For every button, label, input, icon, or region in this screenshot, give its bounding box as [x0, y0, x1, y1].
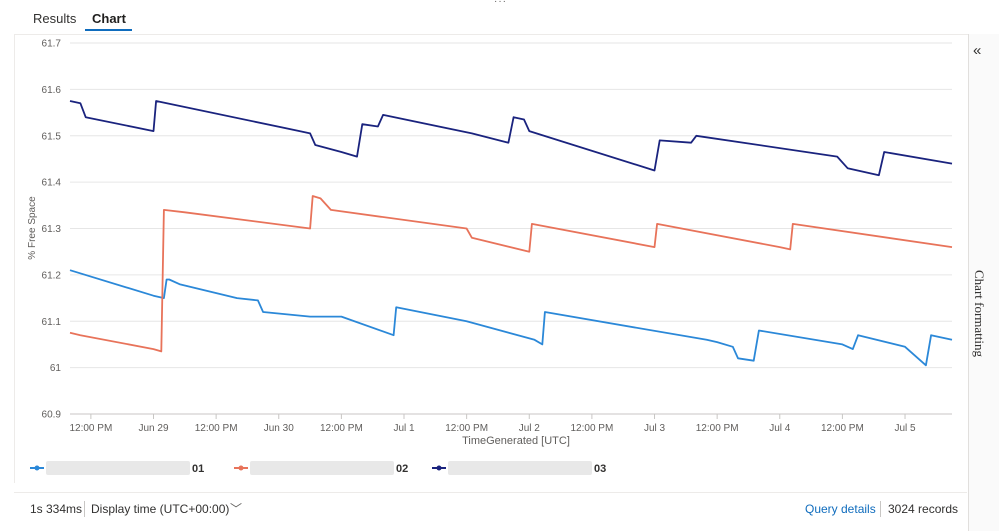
legend-redacted-bar [46, 461, 190, 475]
x-axis-label: TimeGenerated [UTC] [462, 435, 570, 447]
y-tick-label: 61.1 [42, 317, 62, 328]
x-tick-label: Jul 2 [519, 423, 541, 434]
x-tick-label: 12:00 PM [69, 423, 112, 434]
x-tick-label: Jun 29 [138, 423, 168, 434]
x-tick-label: 12:00 PM [320, 423, 363, 434]
divider [880, 501, 881, 517]
legend-label[interactable]: 02 [396, 463, 408, 475]
legend-redacted-bar [448, 461, 592, 475]
legend-label[interactable]: 01 [192, 463, 204, 475]
y-tick-label: 60.9 [42, 410, 62, 421]
x-tick-label: Jul 3 [644, 423, 666, 434]
series-line-03[interactable] [69, 100, 953, 177]
x-axis-ticks: 12:00 PM Jun 29 12:00 PM Jun 30 12:00 PM Jul … [69, 414, 916, 434]
series-line-01[interactable] [69, 269, 953, 367]
tab-chart[interactable]: Chart [92, 11, 126, 26]
chevron-down-icon[interactable]: ﹀ [230, 502, 243, 516]
tab-bar: Results Chart [0, 0, 999, 34]
x-tick-label: Jun 30 [264, 423, 294, 434]
chart-panel [14, 34, 968, 483]
legend-redacted-bar [250, 461, 394, 475]
y-tick-label: 61 [50, 363, 62, 374]
series-line-02[interactable] [69, 195, 953, 353]
y-tick-label: 61.7 [42, 39, 62, 50]
x-tick-label: 12:00 PM [821, 423, 864, 434]
y-tick-label: 61.4 [42, 178, 62, 189]
chart-formatting-label[interactable]: Chart formatting [972, 270, 987, 358]
x-tick-label: Jul 4 [769, 423, 791, 434]
double-chevron-left-icon[interactable]: « [973, 42, 982, 59]
divider [84, 501, 85, 517]
chart-formatting-panel[interactable] [968, 34, 999, 531]
record-count: 3024 records [888, 502, 959, 516]
query-details-link[interactable]: Query details [805, 502, 876, 516]
x-tick-label: 12:00 PM [445, 423, 488, 434]
legend-marker [34, 465, 40, 471]
tab-results[interactable]: Results [33, 11, 77, 26]
query-duration: 1s 334ms [30, 502, 83, 516]
legend-label[interactable]: 03 [594, 463, 606, 475]
y-tick-label: 61.3 [42, 224, 62, 235]
line-chart: 60.9 61 61.1 61.2 61.3 61.4 61.5 61.6 61.7 12:00… [27, 39, 953, 475]
display-time-selector[interactable]: Display time (UTC+00:00) [91, 502, 230, 516]
y-tick-label: 61.5 [42, 131, 62, 142]
y-axis-ticks: 60.9 61 61.1 61.2 61.3 61.4 61.5 61.6 61.7 [42, 39, 62, 421]
y-axis-label: % Free Space [27, 196, 38, 260]
x-tick-label: 12:00 PM [696, 423, 739, 434]
drag-handle-icon[interactable]: ··· [494, 0, 507, 7]
x-tick-label: Jul 1 [393, 423, 415, 434]
legend-marker [238, 465, 244, 471]
y-tick-label: 61.6 [42, 85, 62, 96]
legend: 01 02 03 [30, 461, 606, 475]
x-tick-label: 12:00 PM [195, 423, 238, 434]
y-tick-label: 61.2 [42, 270, 62, 281]
x-tick-label: Jul 5 [894, 423, 916, 434]
x-tick-label: 12:00 PM [570, 423, 613, 434]
legend-marker [436, 465, 442, 471]
grid-lines [70, 42, 952, 415]
series-lines [69, 100, 953, 367]
active-tab-indicator [85, 29, 132, 31]
status-bar: 1s 334ms Display time (UTC+00:00) ﹀ Quer… [14, 492, 967, 525]
